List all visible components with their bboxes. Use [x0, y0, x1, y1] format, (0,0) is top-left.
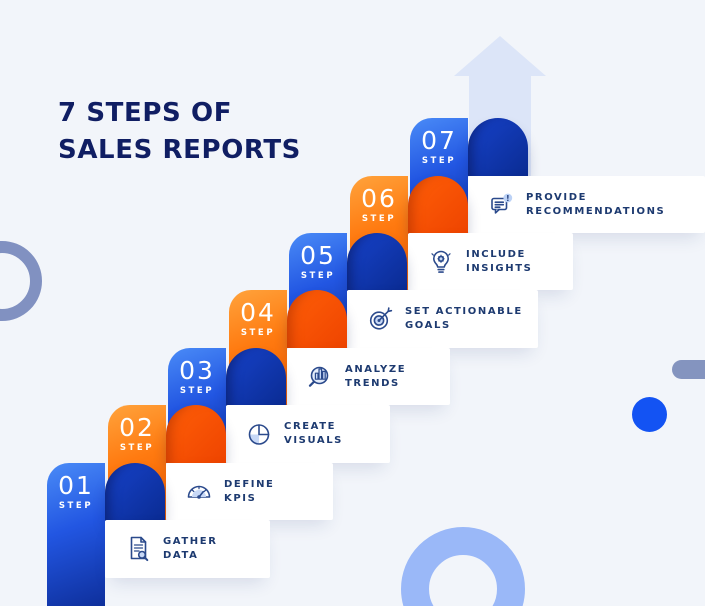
card-label: ANALYZE TRENDS: [345, 363, 407, 389]
left-ring-decoration: [0, 241, 42, 321]
step-2-number: 02: [119, 413, 155, 442]
card-gather-data: GATHER DATA: [105, 520, 270, 578]
card-label: DEFINE KPIS: [224, 478, 275, 504]
card-provide-recommendations: ! PROVIDE RECOMMENDATIONS: [468, 176, 705, 233]
document-search-icon: [130, 536, 149, 562]
bottom-ring-decoration: [401, 527, 525, 606]
step-7-word: STEP: [421, 156, 457, 166]
card-label: PROVIDE RECOMMENDATIONS: [526, 191, 666, 217]
card-define-kpis: DEFINE KPIS: [166, 463, 333, 520]
pie-chart-icon: [248, 424, 270, 445]
step-3-dome: [226, 348, 286, 406]
card-label: SET ACTIONABLE GOALS: [405, 306, 523, 331]
step-3-word: STEP: [179, 386, 215, 396]
step-6-number: 06: [361, 184, 397, 213]
card-include-insights: INCLUDE INSIGHTS: [408, 233, 573, 290]
step-4-word: STEP: [240, 328, 276, 338]
step-3-number: 03: [179, 356, 215, 385]
step-1-dome: [105, 463, 165, 521]
right-pill-decoration: [672, 360, 705, 379]
page-title: 7 STEPS OF SALES REPORTS: [58, 98, 302, 166]
step-1-leg: 01 STEP: [47, 463, 105, 606]
step-6-word: STEP: [361, 214, 397, 224]
card-create-visuals: CREATE VISUALS: [226, 405, 390, 463]
step-1-number: 01: [58, 471, 94, 500]
step-2-word: STEP: [119, 443, 155, 453]
target-dart-icon: [369, 307, 393, 330]
step-2-dome: [166, 405, 226, 463]
step-5-word: STEP: [300, 271, 336, 281]
step-7-dome: [468, 118, 528, 176]
card-analyze-trends: ANALYZE TRENDS: [287, 348, 450, 405]
card-label: GATHER DATA: [163, 536, 218, 561]
blue-dot-decoration: [632, 397, 667, 432]
step-4-dome: [287, 290, 347, 348]
card-label: CREATE VISUALS: [284, 421, 343, 446]
card-set-actionable-goals: SET ACTIONABLE GOALS: [347, 290, 538, 348]
step-4-number: 04: [240, 298, 276, 327]
step-5-number: 05: [300, 241, 336, 270]
exclamation-badge: !: [506, 194, 510, 203]
step-7-number: 07: [421, 126, 457, 155]
bar-chart-magnifier-icon: [308, 366, 329, 387]
step-1-word: STEP: [58, 501, 94, 511]
up-arrow-icon: [454, 36, 546, 76]
card-label: INCLUDE INSIGHTS: [466, 248, 533, 274]
step-5-dome: [347, 233, 407, 291]
step-6-dome: [408, 176, 468, 234]
lightbulb-gear-icon: [431, 250, 451, 273]
chat-alert-icon: !: [491, 193, 513, 214]
gauge-icon: [187, 485, 211, 499]
